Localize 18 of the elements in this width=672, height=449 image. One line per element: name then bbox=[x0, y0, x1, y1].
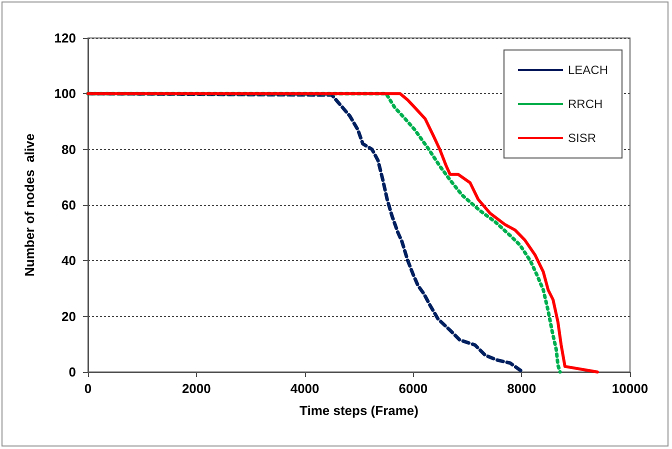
legend-label: RRCH bbox=[568, 97, 603, 111]
y-tick-label: 120 bbox=[54, 30, 76, 46]
y-tick-label: 60 bbox=[62, 198, 76, 212]
y-axis-title: Number of nodes alive bbox=[22, 133, 37, 277]
x-tick-label: 4000 bbox=[290, 381, 320, 396]
y-tick-label: 80 bbox=[62, 142, 76, 157]
legend-label: SISR bbox=[568, 131, 596, 145]
y-tick-label: 20 bbox=[62, 308, 76, 324]
y-tick-label: 40 bbox=[62, 253, 76, 268]
x-tick-label: 8000 bbox=[507, 381, 536, 396]
x-tick-label: 6000 bbox=[398, 381, 428, 396]
x-tick-label: 0 bbox=[84, 381, 92, 396]
y-tick-label: 0 bbox=[68, 364, 76, 380]
y-tick-label: 100 bbox=[54, 86, 76, 102]
x-tick-label: 10000 bbox=[612, 381, 648, 396]
x-axis-title: Time steps (Frame) bbox=[300, 403, 418, 418]
x-tick-label: 2000 bbox=[182, 381, 211, 396]
legend-label: LEACH bbox=[568, 63, 608, 77]
